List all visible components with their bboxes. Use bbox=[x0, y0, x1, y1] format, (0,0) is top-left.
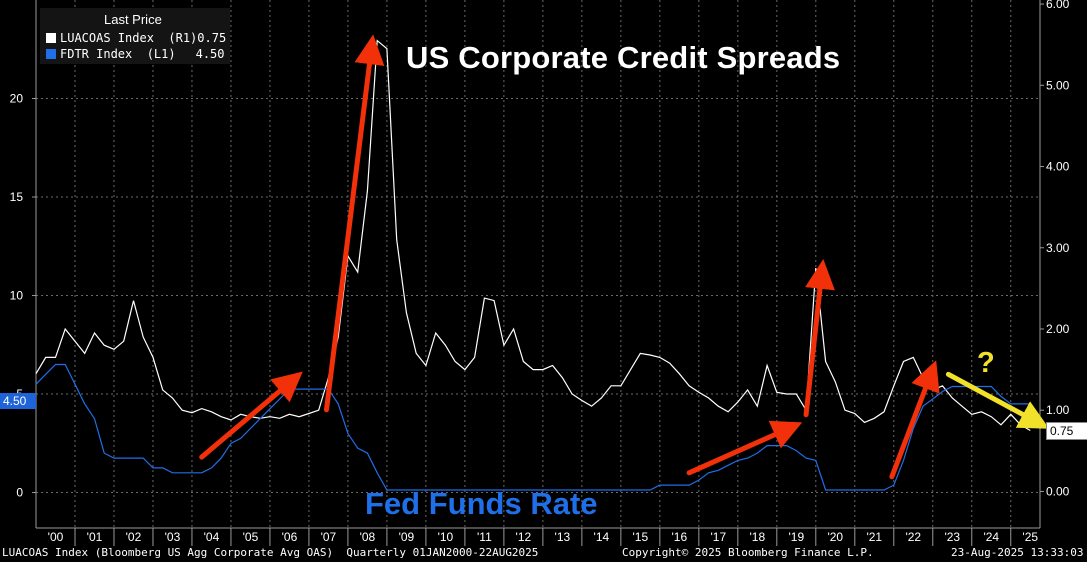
red-arrow bbox=[803, 258, 835, 418]
x-tick-label: '02 bbox=[126, 530, 142, 544]
x-tick-label: '04 bbox=[204, 530, 220, 544]
legend-entry-fdtr: FDTR Index (L1) 4.50 bbox=[46, 46, 225, 62]
x-tick-label: '06 bbox=[282, 530, 298, 544]
right-tick-label: 4.00 bbox=[1046, 160, 1070, 174]
legend-entry-value: 0.75 bbox=[197, 31, 227, 45]
legend: Last Price LUACOAS Index (R1) 0.75 FDTR … bbox=[40, 8, 230, 64]
x-tick-label: '18 bbox=[750, 530, 766, 544]
last-value-left-badge: 4.50 bbox=[0, 393, 36, 409]
footer-copyright: Copyright© 2025 Bloomberg Finance L.P. bbox=[622, 546, 874, 559]
red-arrow bbox=[889, 360, 940, 480]
left-tick-label: 20 bbox=[10, 92, 24, 106]
left-tick-label: 0 bbox=[16, 486, 23, 500]
x-tick-label: '17 bbox=[711, 530, 727, 544]
legend-swatch-white bbox=[46, 33, 56, 43]
fed-funds-rate-line bbox=[35, 363, 1031, 491]
right-tick-label: 5.00 bbox=[1046, 78, 1070, 92]
yellow-arrow bbox=[945, 371, 1050, 429]
x-tick-label: '13 bbox=[555, 530, 571, 544]
x-tick-label: '19 bbox=[788, 530, 804, 544]
left-tick-label: 10 bbox=[10, 289, 24, 303]
footer-source: LUACOAS Index (Bloomberg US Agg Corporat… bbox=[2, 546, 539, 559]
x-tick-label: '03 bbox=[165, 530, 181, 544]
question-mark-annotation: ? bbox=[977, 347, 995, 379]
axes: '00 '01 '02 '03 '04 '05 '06 '07 '08 '09 '10 '11 '12 '… bbox=[10, 0, 1070, 546]
red-arrow bbox=[686, 420, 803, 476]
legend-entry-luacoas: LUACOAS Index (R1) 0.75 bbox=[46, 30, 226, 46]
x-tick-label: '20 bbox=[827, 530, 843, 544]
right-tick-label: 0.00 bbox=[1046, 484, 1070, 498]
right-tick-label: 1.00 bbox=[1046, 403, 1070, 417]
right-tick-label: 3.00 bbox=[1046, 241, 1070, 255]
x-tick-label: '24 bbox=[983, 530, 999, 544]
x-tick-label: '16 bbox=[672, 530, 688, 544]
legend-entry-name: FDTR Index (L1) bbox=[60, 47, 176, 61]
right-tick-label: 6.00 bbox=[1046, 0, 1070, 11]
x-tick-label: '08 bbox=[360, 530, 376, 544]
legend-entry-value: 4.50 bbox=[195, 47, 225, 61]
left-tick-label: 15 bbox=[10, 190, 24, 204]
footer-timestamp: 23-Aug-2025 13:33:03 bbox=[951, 546, 1084, 559]
annotation-arrows bbox=[199, 34, 1050, 480]
x-tick-label: '11 bbox=[477, 530, 492, 544]
x-tick-label: '05 bbox=[243, 530, 259, 544]
legend-header: Last Price bbox=[104, 12, 162, 27]
series-lines bbox=[35, 39, 1031, 491]
red-arrow bbox=[323, 34, 385, 413]
x-tick-label: '01 bbox=[87, 530, 103, 544]
x-tick-label: '10 bbox=[438, 530, 454, 544]
x-tick-label: '12 bbox=[516, 530, 532, 544]
x-tick-label: '00 bbox=[48, 530, 64, 544]
chart-title: US Corporate Credit Spreads bbox=[406, 40, 841, 75]
x-tick-label: '25 bbox=[1022, 530, 1038, 544]
grid-lines bbox=[36, 0, 1040, 528]
x-tick-label: '09 bbox=[399, 530, 415, 544]
legend-entry-name: LUACOAS Index (R1) bbox=[60, 31, 198, 45]
x-tick-label: '07 bbox=[321, 530, 337, 544]
fed-funds-rate-label: Fed Funds Rate bbox=[365, 486, 598, 521]
x-tick-label: '23 bbox=[944, 530, 960, 544]
x-tick-label: '14 bbox=[594, 530, 610, 544]
x-tick-label: '15 bbox=[633, 530, 649, 544]
x-tick-label: '21 bbox=[866, 530, 882, 544]
red-arrow bbox=[199, 371, 303, 460]
right-tick-label: 2.00 bbox=[1046, 322, 1070, 336]
corporate-spread-line bbox=[35, 39, 1031, 432]
x-tick-label: '22 bbox=[905, 530, 921, 544]
legend-swatch-blue bbox=[46, 49, 56, 59]
last-value-right-badge: 0.75 bbox=[1046, 422, 1087, 440]
